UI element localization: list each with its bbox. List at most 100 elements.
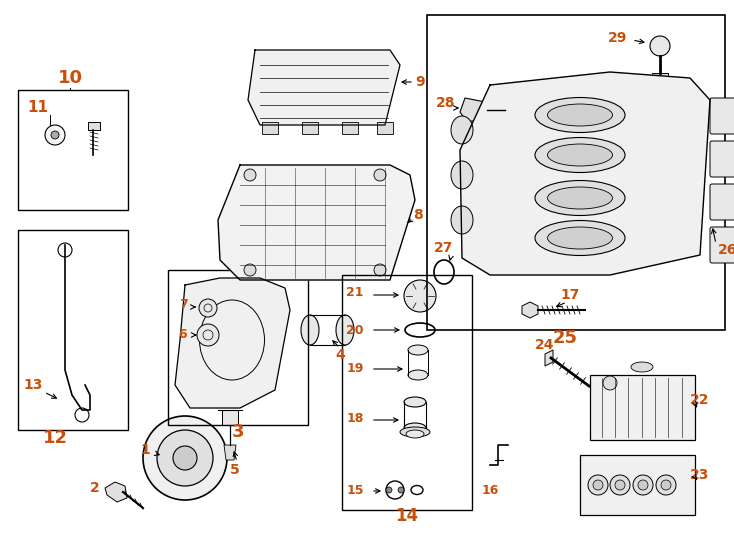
Text: 23: 23 (690, 468, 710, 482)
Bar (580, 455, 695, 515)
Circle shape (398, 487, 404, 493)
Bar (590, 375, 695, 440)
Circle shape (638, 480, 648, 490)
Text: 28: 28 (436, 96, 456, 110)
FancyBboxPatch shape (710, 141, 734, 177)
Bar (427, 15, 725, 330)
Text: 27: 27 (435, 241, 454, 255)
Text: 29: 29 (608, 31, 628, 45)
Bar (342, 122, 358, 134)
Ellipse shape (548, 227, 612, 249)
Circle shape (650, 36, 670, 56)
Polygon shape (652, 73, 668, 86)
Text: 21: 21 (346, 287, 364, 300)
Circle shape (51, 131, 59, 139)
Ellipse shape (451, 206, 473, 234)
Text: 13: 13 (23, 378, 43, 392)
Circle shape (603, 376, 617, 390)
Text: 6: 6 (178, 328, 187, 341)
Polygon shape (460, 98, 487, 122)
Text: 19: 19 (346, 361, 363, 375)
Ellipse shape (406, 430, 424, 438)
Bar (377, 122, 393, 134)
Text: 25: 25 (553, 329, 578, 347)
Text: 3: 3 (232, 423, 244, 441)
Bar (18, 90, 128, 210)
Text: 18: 18 (346, 411, 363, 424)
Polygon shape (522, 302, 538, 318)
Circle shape (244, 169, 256, 181)
Circle shape (633, 475, 653, 495)
Text: 1: 1 (140, 443, 150, 457)
Circle shape (656, 475, 676, 495)
Circle shape (404, 280, 436, 312)
Polygon shape (88, 122, 100, 130)
Text: 26: 26 (718, 243, 734, 257)
Ellipse shape (336, 315, 354, 345)
Circle shape (593, 480, 603, 490)
Ellipse shape (535, 98, 625, 132)
Text: 17: 17 (560, 288, 580, 302)
FancyBboxPatch shape (710, 184, 734, 220)
Ellipse shape (404, 397, 426, 407)
Text: 7: 7 (178, 299, 187, 312)
Ellipse shape (535, 220, 625, 255)
Polygon shape (175, 278, 290, 408)
Ellipse shape (451, 161, 473, 189)
Ellipse shape (408, 345, 428, 355)
Text: 10: 10 (57, 69, 82, 87)
Circle shape (157, 430, 213, 486)
Bar (168, 270, 308, 425)
Ellipse shape (631, 362, 653, 372)
Text: 15: 15 (346, 483, 364, 496)
Circle shape (374, 264, 386, 276)
Text: 8: 8 (413, 208, 423, 222)
Ellipse shape (548, 104, 612, 126)
Text: 22: 22 (690, 393, 710, 407)
Text: 24: 24 (535, 338, 555, 352)
Ellipse shape (404, 423, 426, 433)
Circle shape (173, 446, 197, 470)
Polygon shape (224, 445, 236, 460)
Text: 11: 11 (27, 100, 48, 116)
Ellipse shape (548, 144, 612, 166)
FancyBboxPatch shape (710, 98, 734, 134)
Text: 4: 4 (335, 348, 345, 362)
Circle shape (588, 475, 608, 495)
Text: 5: 5 (230, 463, 240, 477)
Polygon shape (105, 482, 127, 502)
Text: 12: 12 (43, 429, 68, 447)
Circle shape (244, 264, 256, 276)
Circle shape (661, 480, 671, 490)
Ellipse shape (301, 315, 319, 345)
Polygon shape (218, 165, 415, 280)
Text: 20: 20 (346, 323, 364, 336)
Ellipse shape (535, 138, 625, 172)
Circle shape (143, 416, 227, 500)
Polygon shape (248, 50, 400, 125)
Text: 2: 2 (90, 481, 100, 495)
Circle shape (615, 480, 625, 490)
Polygon shape (460, 72, 710, 275)
Ellipse shape (451, 116, 473, 144)
Circle shape (197, 324, 219, 346)
Polygon shape (545, 350, 553, 366)
Polygon shape (222, 410, 238, 425)
Ellipse shape (408, 370, 428, 380)
Circle shape (386, 487, 392, 493)
Text: 9: 9 (415, 75, 425, 89)
FancyBboxPatch shape (710, 227, 734, 263)
Ellipse shape (548, 187, 612, 209)
Bar (18, 230, 128, 430)
Bar (342, 275, 472, 510)
Ellipse shape (535, 180, 625, 215)
Circle shape (199, 299, 217, 317)
Circle shape (374, 169, 386, 181)
Bar (262, 122, 278, 134)
Circle shape (45, 125, 65, 145)
Ellipse shape (400, 427, 430, 437)
Text: 16: 16 (482, 483, 498, 496)
Bar (302, 122, 318, 134)
Circle shape (610, 475, 630, 495)
Text: 14: 14 (396, 507, 418, 525)
